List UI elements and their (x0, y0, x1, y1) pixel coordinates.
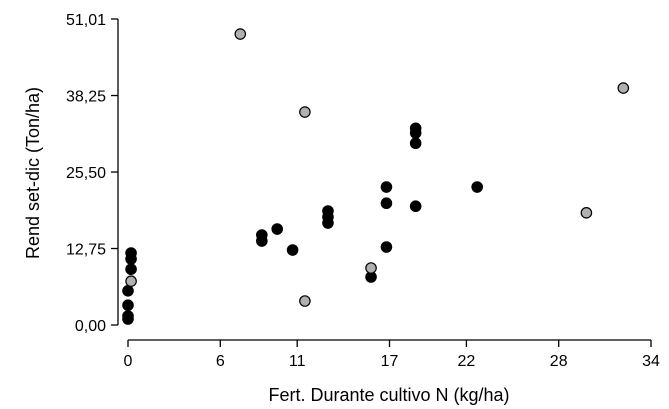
data-point-gray (365, 262, 377, 274)
x-tick-label: 28 (550, 353, 568, 370)
y-tick-label: 12,75 (66, 242, 106, 259)
data-point-black (122, 299, 134, 312)
data-point-gray (617, 82, 630, 94)
x-tick-label: 0 (124, 353, 133, 370)
data-point-black (380, 241, 393, 253)
data-point-black (409, 137, 422, 150)
data-point-gray (580, 207, 593, 219)
data-point-black (122, 310, 134, 322)
data-point-black (380, 181, 393, 193)
y-tick-label: 38,25 (66, 89, 106, 106)
data-point-black (322, 205, 334, 217)
y-axis-title: Rend set-dic (Ton/ha) (23, 87, 43, 259)
x-tick-label: 11 (289, 353, 306, 370)
data-point-gray (299, 295, 311, 307)
data-point-black (256, 229, 268, 241)
y-axis-ticks: 0,00 12,75 25,50 38,25 51,01 (66, 12, 118, 335)
data-point-gray (299, 106, 311, 118)
data-point-black (271, 223, 284, 235)
data-point-gray (125, 275, 137, 288)
data-points (122, 28, 630, 325)
data-point-black (122, 285, 134, 297)
y-tick-label: 51,01 (66, 12, 106, 29)
data-point-black (409, 122, 422, 135)
x-axis-title: Fert. Durante cultivo N (kg/ha) (268, 385, 509, 405)
data-point-black (471, 181, 483, 193)
data-point-black (380, 197, 393, 210)
y-tick-label: 0,00 (75, 318, 106, 335)
x-tick-label: 34 (642, 353, 660, 370)
data-point-black (125, 263, 137, 276)
data-point-gray (234, 28, 247, 40)
data-point-black (286, 244, 299, 256)
x-axis-ticks: 0 6 11 17 22 28 34 (124, 340, 660, 370)
data-point-black (125, 247, 137, 259)
data-point-black (409, 200, 422, 213)
y-tick-label: 25,50 (66, 165, 106, 182)
x-tick-label: 6 (216, 353, 225, 370)
x-tick-label: 17 (381, 353, 399, 370)
x-tick-label: 22 (458, 353, 476, 370)
